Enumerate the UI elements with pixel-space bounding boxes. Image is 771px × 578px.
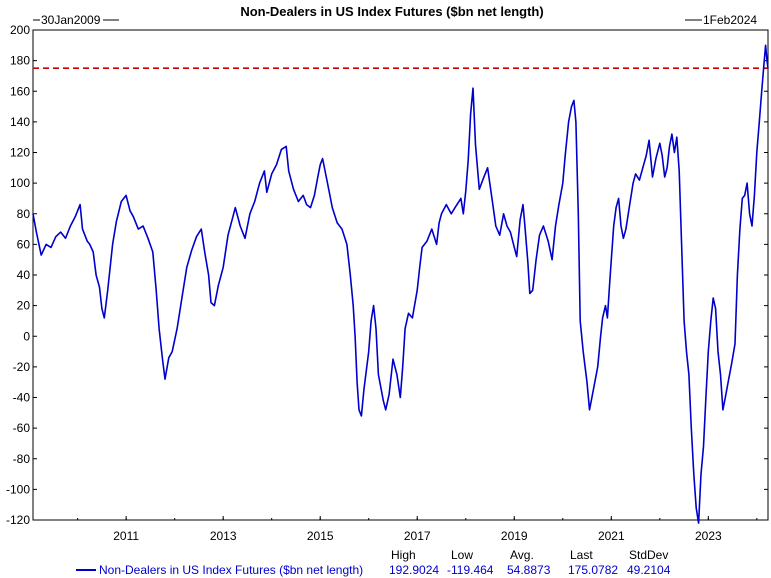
legend: High Low Avg. Last StdDev Non-Dealers in… (76, 548, 671, 577)
x-tick-label: 2011 (113, 529, 139, 543)
series-line (32, 44, 769, 524)
legend-header-low: Low (451, 548, 473, 562)
y-tick-label: -40 (13, 391, 31, 405)
legend-value-avg: 54.8873 (507, 563, 551, 577)
y-tick-label: -20 (13, 360, 31, 374)
plot-frame (32, 29, 769, 521)
y-tick-label: -120 (6, 513, 30, 527)
y-tick-label: 0 (23, 329, 30, 343)
x-tick-label: 2015 (307, 529, 334, 543)
y-tick-label: 40 (17, 268, 31, 282)
y-tick-label: 60 (17, 237, 31, 251)
end-date-label: 1Feb2024 (703, 13, 757, 27)
legend-series-label: Non-Dealers in US Index Futures ($bn net… (99, 563, 363, 577)
legend-header-high: High (391, 548, 416, 562)
y-tick-label: 200 (10, 23, 30, 37)
legend-value-stddev: 49.2104 (627, 563, 671, 577)
legend-header-stddev: StdDev (629, 548, 668, 562)
y-tick-label: -60 (13, 421, 31, 435)
y-tick-label: -100 (6, 482, 30, 496)
y-axis: 200180160140120100806040200-20-40-60-80-… (6, 23, 768, 527)
legend-header-last: Last (570, 548, 593, 562)
y-tick-label: 80 (17, 207, 31, 221)
legend-header-avg: Avg. (510, 548, 534, 562)
y-tick-label: 100 (10, 176, 30, 190)
chart-title: Non-Dealers in US Index Futures ($bn net… (240, 4, 543, 19)
y-tick-label: 140 (10, 115, 30, 129)
y-tick-label: 20 (17, 299, 31, 313)
y-tick-label: 160 (10, 84, 30, 98)
x-tick-label: 2023 (695, 529, 722, 543)
y-tick-label: -80 (13, 452, 31, 466)
x-tick-label: 2017 (404, 529, 431, 543)
series-group (32, 44, 769, 524)
start-date-label: 30Jan2009 (41, 13, 101, 27)
x-axis: 2011 2013 2015 2017 2019 2021 2023 (77, 516, 758, 543)
legend-value-high: 192.9024 (389, 563, 439, 577)
x-tick-label: 2013 (210, 529, 237, 543)
x-tick-label: 2021 (598, 529, 625, 543)
legend-value-low: -119.464 (447, 563, 494, 577)
legend-value-last: 175.0782 (568, 563, 618, 577)
y-tick-label: 180 (10, 54, 30, 68)
x-tick-label: 2019 (501, 529, 528, 543)
y-tick-label: 120 (10, 146, 30, 160)
